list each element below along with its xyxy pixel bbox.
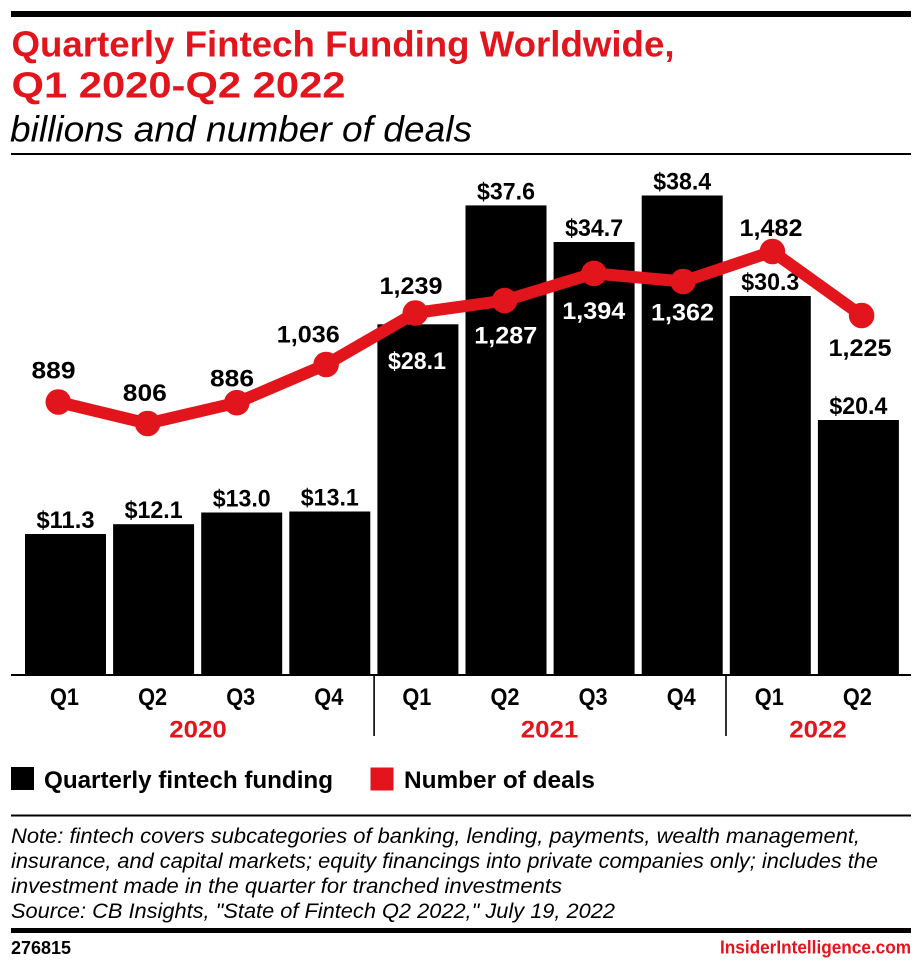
svg-text:investment made in the quarter: investment made in the quarter for tranc… — [11, 875, 563, 898]
svg-text:$37.6: $37.6 — [477, 178, 535, 205]
svg-text:1,239: 1,239 — [380, 273, 443, 300]
svg-text:Q3: Q3 — [226, 684, 255, 711]
svg-text:Q1 2020-Q2 2022: Q1 2020-Q2 2022 — [12, 64, 346, 105]
svg-text:Q2: Q2 — [491, 684, 520, 711]
svg-text:Number of deals: Number of deals — [404, 767, 595, 794]
svg-text:1,482: 1,482 — [740, 215, 803, 242]
svg-text:276815: 276815 — [11, 938, 71, 958]
svg-text:$20.4: $20.4 — [829, 393, 888, 420]
svg-text:1,225: 1,225 — [829, 335, 892, 362]
svg-text:1,036: 1,036 — [277, 322, 340, 349]
svg-text:Q1: Q1 — [50, 684, 79, 711]
svg-text:Note: fintech covers subcatego: Note: fintech covers subcategories of ba… — [11, 825, 860, 848]
svg-text:806: 806 — [123, 380, 167, 407]
svg-text:$11.3: $11.3 — [37, 507, 95, 534]
svg-text:Q4: Q4 — [314, 684, 344, 711]
svg-text:Source: CB Insights, "State of: Source: CB Insights, "State of Fintech Q… — [11, 900, 615, 923]
svg-text:billions and number of deals: billions and number of deals — [10, 108, 472, 149]
svg-text:2020: 2020 — [169, 717, 227, 744]
svg-text:1,287: 1,287 — [474, 323, 537, 350]
svg-text:Q4: Q4 — [667, 684, 697, 711]
svg-text:Q2: Q2 — [138, 684, 167, 711]
svg-text:Q1: Q1 — [402, 684, 431, 711]
svg-text:$34.7: $34.7 — [565, 215, 623, 242]
svg-text:$28.1: $28.1 — [388, 348, 446, 375]
svg-text:$13.0: $13.0 — [213, 486, 271, 513]
svg-text:889: 889 — [32, 358, 76, 385]
svg-text:1,394: 1,394 — [562, 298, 626, 325]
svg-text:2022: 2022 — [789, 717, 847, 744]
svg-text:Q2: Q2 — [843, 684, 872, 711]
svg-text:1,362: 1,362 — [651, 300, 714, 327]
svg-text:$13.1: $13.1 — [301, 485, 359, 512]
svg-text:$30.3: $30.3 — [741, 269, 799, 296]
svg-text:insurance, and capital markets: insurance, and capital markets; equity f… — [11, 850, 878, 873]
svg-text:$12.1: $12.1 — [125, 497, 183, 524]
svg-text:Quarterly fintech funding: Quarterly fintech funding — [44, 767, 333, 794]
svg-text:2021: 2021 — [521, 717, 579, 744]
svg-text:Quarterly Fintech Funding Worl: Quarterly Fintech Funding Worldwide, — [12, 24, 675, 65]
svg-text:Q3: Q3 — [579, 684, 608, 711]
svg-text:886: 886 — [210, 366, 254, 393]
svg-text:InsiderIntelligence.com: InsiderIntelligence.com — [720, 938, 911, 958]
svg-text:$38.4: $38.4 — [653, 169, 712, 196]
svg-text:Q1: Q1 — [755, 684, 784, 711]
